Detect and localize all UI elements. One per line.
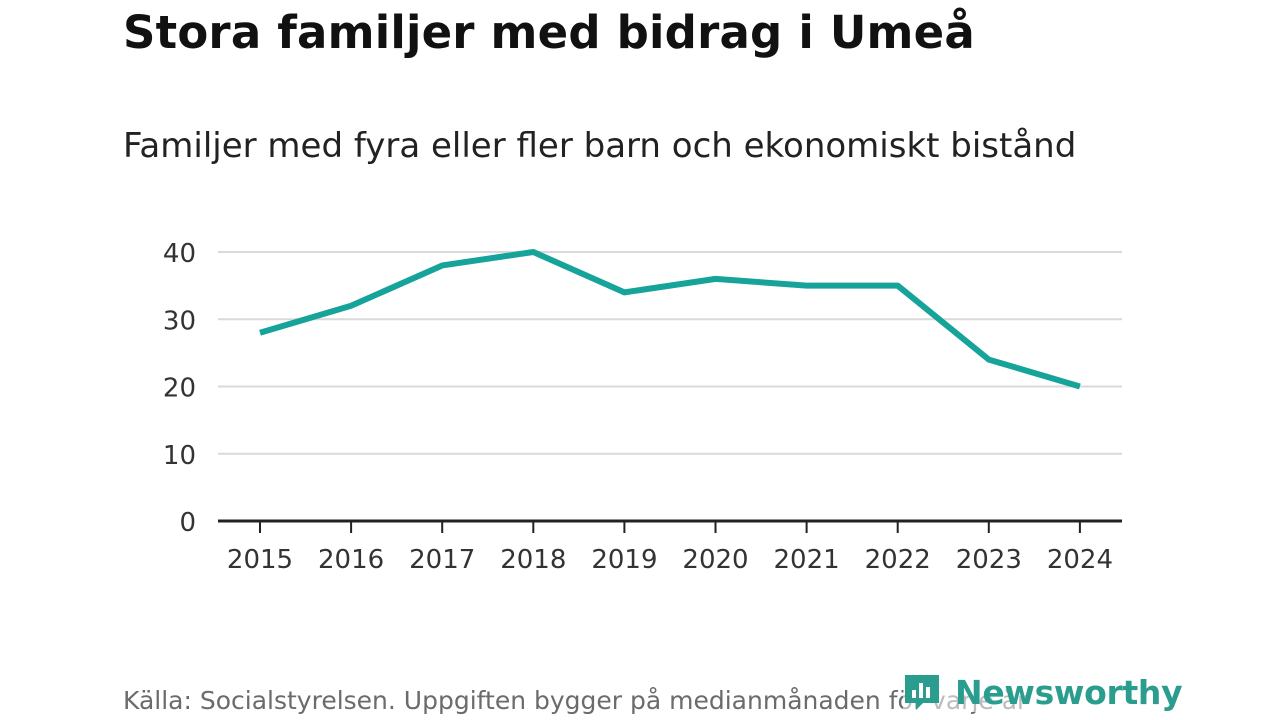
x-tick-label: 2015: [227, 545, 293, 575]
series-line: [259, 249, 1081, 390]
x-tick-label: 2021: [774, 545, 840, 575]
y-tick-label: 20: [163, 374, 196, 404]
x-tick-label: 2023: [956, 545, 1022, 575]
y-tick-label: 30: [163, 306, 196, 336]
brand-name: Newsworthy: [955, 672, 1183, 712]
chart-title: Stora familjer med bidrag i Umeå: [123, 6, 975, 59]
x-axis-ticks: 2015 2016 2017 2018 2019 2020 2021 2022 2023 2024: [227, 521, 1113, 575]
series: [259, 249, 1081, 390]
newsworthy-logo[interactable]: Newsworthy: [903, 672, 1183, 712]
x-tick-label: 2020: [682, 545, 748, 575]
x-tick-label: 2024: [1047, 545, 1113, 575]
gridlines: [218, 251, 1122, 455]
y-tick-label: 40: [163, 239, 196, 269]
x-tick-label: 2018: [500, 545, 566, 575]
y-tick-label: 0: [179, 508, 196, 538]
source-note: Källa: Socialstyrelsen. Uppgiften bygger…: [123, 686, 1028, 715]
x-tick-label: 2017: [409, 545, 475, 575]
y-tick-label: 10: [163, 441, 196, 471]
x-tick-label: 2016: [318, 545, 384, 575]
x-tick-label: 2019: [591, 545, 657, 575]
y-axis-ticks: 0 10 20 30 40: [163, 239, 196, 538]
chart-bubble-icon: [905, 675, 939, 710]
chart-subtitle: Familjer med fyra eller fler barn och ek…: [123, 126, 1077, 166]
x-tick-label: 2022: [865, 545, 931, 575]
